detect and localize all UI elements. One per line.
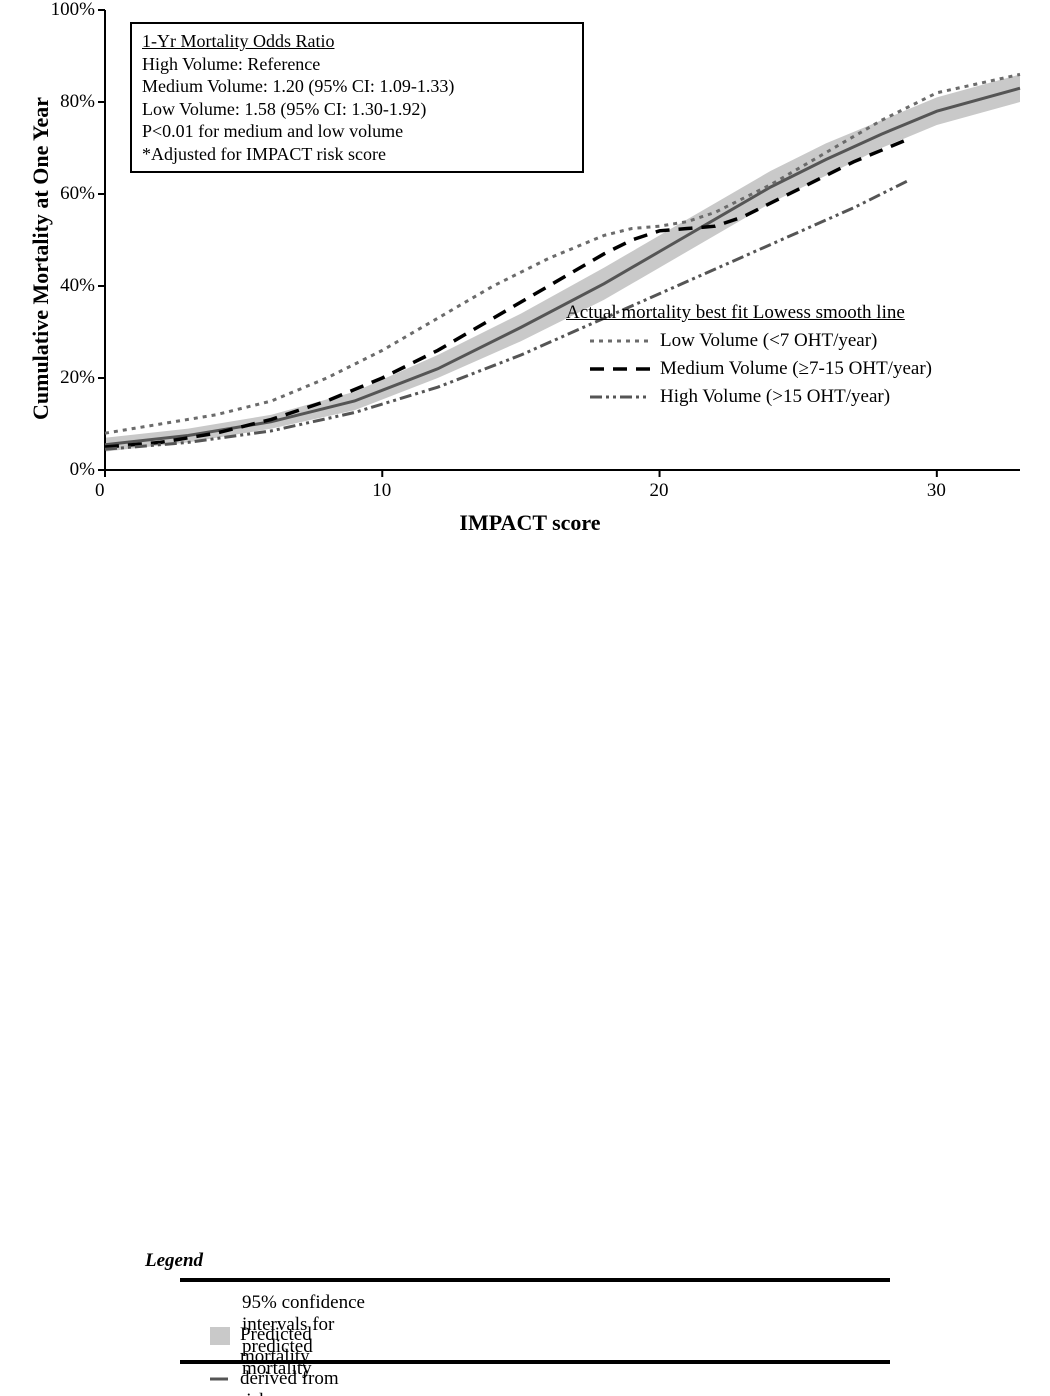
bottom-legend-rule <box>180 1360 890 1364</box>
odds-ratio-line: Low Volume: 1.58 (95% CI: 1.30-1.92) <box>142 98 572 121</box>
odds-ratio-line: High Volume: Reference <box>142 53 572 76</box>
odds-ratio-box: 1-Yr Mortality Odds Ratio High Volume: R… <box>130 22 584 173</box>
bottom-legend-title: Legend <box>145 1250 203 1272</box>
legend-swatch-line <box>590 333 650 349</box>
x-tick-label: 30 <box>927 480 946 502</box>
series-legend-row: Low Volume (<7 OHT/year) <box>590 330 877 352</box>
odds-ratio-title: 1-Yr Mortality Odds Ratio <box>142 30 572 53</box>
odds-ratio-line: Medium Volume: 1.20 (95% CI: 1.09-1.33) <box>142 75 572 98</box>
series-legend-title: Actual mortality best fit Lowess smooth … <box>566 302 905 324</box>
legend-label: Medium Volume (≥7-15 OHT/year) <box>660 358 932 380</box>
x-tick-label: 20 <box>650 480 669 502</box>
x-axis-label: IMPACT score <box>400 510 660 536</box>
series-legend-row: High Volume (>15 OHT/year) <box>590 386 890 408</box>
series-legend-row: Medium Volume (≥7-15 OHT/year) <box>590 358 932 380</box>
legend-label: Low Volume (<7 OHT/year) <box>660 330 877 352</box>
y-tick-label: 0% <box>35 459 95 481</box>
legend-label: High Volume (>15 OHT/year) <box>660 386 890 408</box>
legend-swatch-line <box>590 361 650 377</box>
y-tick-label: 100% <box>35 0 95 21</box>
bottom-legend-rule <box>180 1278 890 1282</box>
y-tick-label: 40% <box>35 275 95 297</box>
y-tick-label: 20% <box>35 367 95 389</box>
x-tick-label: 10 <box>372 480 391 502</box>
odds-ratio-line: *Adjusted for IMPACT risk score <box>142 143 572 166</box>
legend-swatch-line <box>210 1371 228 1387</box>
odds-ratio-line: P<0.01 for medium and low volume <box>142 120 572 143</box>
legend-swatch-line <box>590 389 650 405</box>
figure-root: Cumulative Mortality at One Year IMPACT … <box>0 0 1050 698</box>
y-tick-label: 80% <box>35 91 95 113</box>
x-tick-label: 0 <box>95 480 105 502</box>
y-tick-label: 60% <box>35 183 95 205</box>
